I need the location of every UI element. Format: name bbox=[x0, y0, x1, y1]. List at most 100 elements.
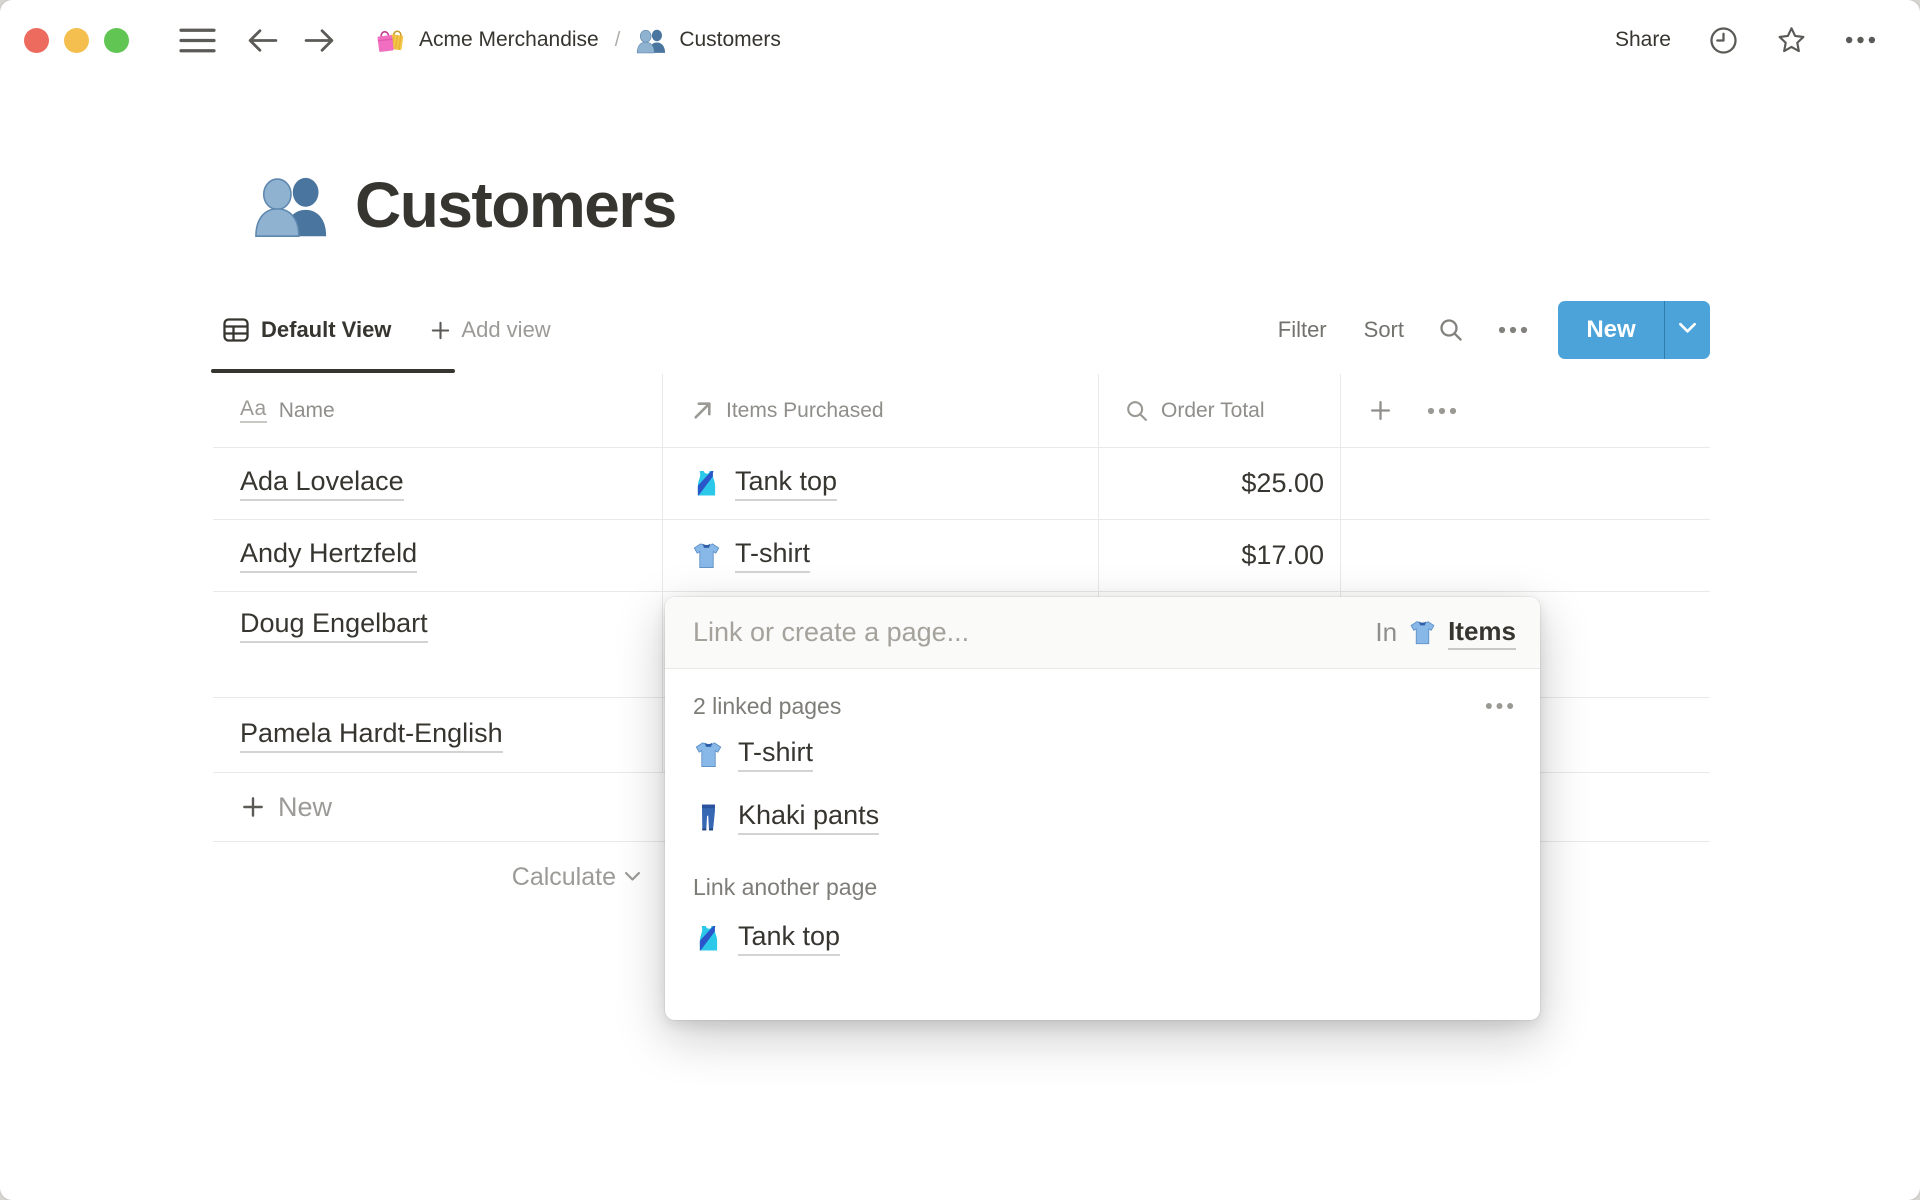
in-label: In bbox=[1375, 617, 1398, 647]
relation-link[interactable]: T-shirt bbox=[691, 538, 811, 573]
column-header-order-total-label: Order Total bbox=[1161, 398, 1265, 422]
sort-button[interactable]: Sort bbox=[1363, 317, 1404, 342]
new-dropdown-button[interactable] bbox=[1664, 301, 1710, 359]
view-toolbar: Default View Add view Filter Sort New bbox=[213, 298, 1710, 362]
traffic-lights bbox=[24, 27, 129, 53]
breadcrumb-page[interactable]: Customers bbox=[636, 25, 781, 56]
sidebar-menu-icon[interactable] bbox=[179, 27, 216, 54]
column-header-items-purchased[interactable]: Items Purchased bbox=[663, 374, 1099, 448]
link-another-label: Link another page bbox=[693, 873, 878, 900]
order-total-value: $17.00 bbox=[1241, 540, 1324, 570]
people-icon[interactable] bbox=[253, 169, 331, 241]
calculate-row: Calculate bbox=[213, 842, 1710, 912]
t-shirt-icon bbox=[691, 540, 722, 571]
page-title[interactable]: Customers bbox=[355, 169, 677, 241]
minimize-window-button[interactable] bbox=[64, 27, 89, 53]
add-column-area bbox=[1341, 374, 1710, 448]
name-cell[interactable]: Doug Engelbart bbox=[213, 592, 663, 698]
breadcrumb: Acme Merchandise / Customers bbox=[376, 25, 781, 56]
order-total-cell[interactable]: $25.00 bbox=[1099, 448, 1341, 520]
zoom-window-button[interactable] bbox=[104, 27, 129, 53]
table-more-icon[interactable] bbox=[1427, 407, 1457, 415]
clock-icon[interactable] bbox=[1709, 26, 1738, 55]
link-search-placeholder: Link or create a page... bbox=[693, 617, 970, 647]
t-shirt-icon bbox=[1408, 618, 1437, 647]
column-header-order-total[interactable]: Order Total bbox=[1099, 374, 1341, 448]
chevron-down-icon bbox=[1678, 321, 1697, 339]
order-total-cell[interactable]: $17.00 bbox=[1099, 520, 1341, 592]
relation-arrow-icon bbox=[691, 399, 714, 422]
plus-icon bbox=[240, 794, 266, 820]
more-icon[interactable] bbox=[1485, 702, 1514, 710]
link-another-section-header: Link another page bbox=[693, 867, 1514, 907]
breadcrumb-separator: / bbox=[614, 28, 621, 51]
share-button[interactable]: Share bbox=[1614, 28, 1671, 51]
forward-icon[interactable] bbox=[303, 26, 336, 55]
close-window-button[interactable] bbox=[24, 27, 49, 53]
star-icon[interactable] bbox=[1776, 25, 1807, 56]
active-tab-underline bbox=[211, 369, 455, 373]
new-button[interactable]: New bbox=[1586, 316, 1636, 343]
tank-top-icon bbox=[691, 468, 722, 499]
linked-page-item[interactable]: T-shirt bbox=[693, 723, 1514, 786]
tank-top-icon bbox=[693, 923, 724, 954]
plus-icon bbox=[429, 319, 452, 342]
page-link[interactable]: Andy Hertzfeld bbox=[240, 538, 418, 573]
add-row-label: New bbox=[278, 791, 333, 822]
order-total-value: $25.00 bbox=[1241, 468, 1324, 498]
text-property-icon: Aa bbox=[240, 398, 267, 423]
page-link[interactable]: Doug Engelbart bbox=[240, 608, 428, 643]
linked-pages-count: 2 linked pages bbox=[693, 692, 842, 719]
table-row: Ada Lovelace Tank top $25.00 bbox=[213, 448, 1710, 520]
shopping-bags-icon bbox=[376, 25, 407, 56]
new-button-group: New bbox=[1558, 301, 1710, 359]
relation-popup: Link or create a page... In Items 2 link… bbox=[665, 597, 1540, 1020]
relation-link-label: Tank top bbox=[735, 466, 838, 501]
page-title-block: Customers bbox=[253, 168, 677, 242]
column-header-name-label: Name bbox=[278, 398, 335, 422]
toolbar-actions: Filter Sort New bbox=[1278, 301, 1710, 359]
page-link[interactable]: Pamela Hardt-English bbox=[240, 718, 503, 753]
tab-default-view[interactable]: Default View bbox=[213, 316, 391, 344]
linked-pages-section-header: 2 linked pages bbox=[693, 689, 1514, 723]
name-cell[interactable]: Ada Lovelace bbox=[213, 448, 663, 520]
link-search-input[interactable]: Link or create a page... In Items bbox=[665, 597, 1540, 669]
more-icon[interactable] bbox=[1845, 35, 1876, 45]
back-icon[interactable] bbox=[246, 26, 279, 55]
add-column-icon[interactable] bbox=[1368, 398, 1393, 423]
empty-cell bbox=[1341, 520, 1710, 592]
items-cell[interactable]: Tank top bbox=[663, 448, 1099, 520]
calculate-label: Calculate bbox=[511, 862, 616, 891]
linked-page-label: Khaki pants bbox=[738, 800, 880, 835]
column-header-name[interactable]: Aa Name bbox=[213, 374, 663, 448]
breadcrumb-workspace[interactable]: Acme Merchandise bbox=[376, 25, 599, 56]
people-icon bbox=[636, 25, 667, 56]
popup-body: 2 linked pages T-shirt Khaki pants Link … bbox=[665, 669, 1540, 994]
linked-page-item[interactable]: Khaki pants bbox=[693, 786, 1514, 849]
add-view-label: Add view bbox=[461, 317, 551, 342]
t-shirt-icon bbox=[693, 739, 724, 770]
breadcrumb-workspace-label: Acme Merchandise bbox=[419, 28, 599, 51]
suggested-page-item[interactable]: Tank top bbox=[693, 907, 1514, 970]
table-row: Andy Hertzfeld T-shirt $17.00 bbox=[213, 520, 1710, 592]
breadcrumb-page-label: Customers bbox=[679, 28, 781, 51]
column-header-items-label: Items Purchased bbox=[726, 398, 884, 422]
window-topbar: Acme Merchandise / Customers Share bbox=[0, 0, 1920, 80]
search-icon[interactable] bbox=[1438, 317, 1464, 343]
filter-button[interactable]: Filter bbox=[1277, 317, 1327, 342]
rollup-magnifier-icon bbox=[1125, 399, 1149, 423]
name-cell[interactable]: Pamela Hardt-English bbox=[213, 698, 663, 773]
tab-default-view-label: Default View bbox=[261, 317, 392, 342]
items-cell[interactable]: T-shirt bbox=[663, 520, 1099, 592]
topbar-actions: Share bbox=[1615, 25, 1876, 56]
name-cell[interactable]: Andy Hertzfeld bbox=[213, 520, 663, 592]
more-icon[interactable] bbox=[1498, 326, 1528, 334]
page-link[interactable]: Ada Lovelace bbox=[240, 466, 404, 501]
add-view-button[interactable]: Add view bbox=[429, 317, 551, 343]
relation-link-label: T-shirt bbox=[735, 538, 811, 573]
relation-link[interactable]: Tank top bbox=[691, 466, 838, 501]
calculate-button[interactable]: Calculate bbox=[213, 842, 663, 912]
linked-page-label: T-shirt bbox=[738, 737, 814, 772]
in-database-target[interactable]: In Items bbox=[1375, 616, 1516, 650]
